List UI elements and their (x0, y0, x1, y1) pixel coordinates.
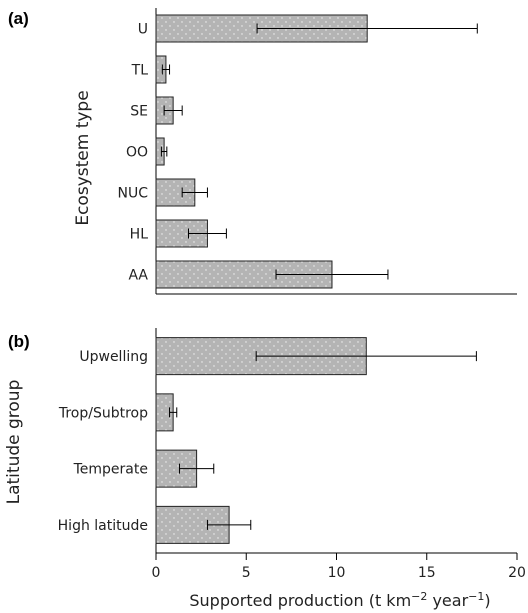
panel-a: (a) Ecosystem type U TL SE OO NUC HL AA (8, 8, 517, 295)
panel-b-ylabel: Latitude group (4, 380, 24, 505)
x-tick-label-0: 0 (152, 565, 161, 581)
x-axis-title-sup2: −1 (468, 590, 484, 603)
x-tick-label-3: 15 (418, 565, 436, 581)
x-axis-title-main: Supported production (t km (189, 591, 411, 610)
category-label-a-0: U (138, 22, 148, 38)
category-label-a-6: AA (128, 268, 148, 284)
x-axis-title: Supported production (t km−2 year−1) (189, 590, 490, 611)
x-tick-label-4: 20 (508, 565, 526, 581)
panel-a-ylabel: Ecosystem type (73, 90, 93, 225)
x-tick-label-2: 10 (328, 565, 346, 581)
x-axis-title-sup1: −2 (411, 590, 427, 603)
panel-b-label: (b) (8, 332, 30, 351)
category-label-b-1: Trop/Subtrop (58, 405, 148, 421)
x-axis-title-end: ) (484, 591, 490, 610)
panel-b-x-ticks: 0 5 10 15 20 (152, 553, 526, 581)
panel-b-bars: Upwelling Trop/Subtrop Temperate High latit… (58, 337, 477, 544)
category-label-a-4: NUC (118, 186, 149, 202)
category-label-a-2: SE (130, 104, 148, 120)
category-label-b-3: High latitude (58, 518, 148, 534)
category-label-a-1: TL (131, 63, 149, 79)
panel-a-label: (a) (8, 9, 29, 28)
category-label-a-5: HL (130, 227, 149, 243)
category-label-b-0: Upwelling (79, 349, 148, 365)
x-tick-label-1: 5 (242, 565, 251, 581)
category-label-a-3: OO (126, 145, 148, 161)
panel-a-bars: U TL SE OO NUC HL AA (118, 14, 478, 289)
category-label-b-2: Temperate (73, 462, 148, 478)
panel-b: (b) Latitude group Upwelling Trop/Subtrop… (4, 328, 526, 581)
x-axis-title-mid: year (427, 591, 468, 610)
